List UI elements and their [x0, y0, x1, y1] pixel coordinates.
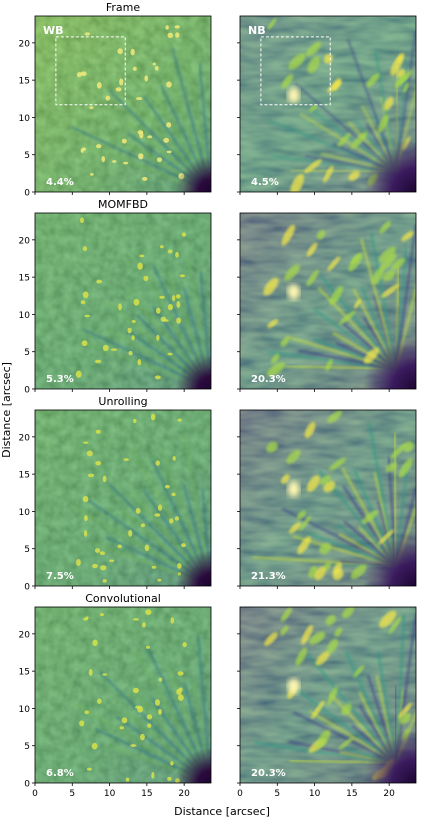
row-title: Unrolling [98, 395, 147, 408]
panel-frame [239, 606, 417, 784]
x-axis-label: Distance [arcsec] [174, 805, 270, 818]
solar-image [35, 16, 211, 192]
x-tick-label: 20 [178, 789, 190, 799]
row-title: Convolutional [85, 592, 161, 605]
contrast-label: 6.8% [46, 768, 74, 779]
solar-image [240, 213, 416, 389]
y-tick-label: 15 [19, 274, 30, 284]
y-tick-label: 0 [24, 583, 30, 593]
panel-wb-unrolling: 7.5% 0 5 10 15 20 [19, 409, 212, 593]
x-tick-label: 15 [346, 789, 357, 799]
solar-image [240, 16, 416, 192]
y-tick-label: 0 [24, 189, 30, 199]
y-tick-label: 20 [19, 39, 31, 49]
panel-nb-unrolling: 21.3% [237, 409, 417, 589]
y-tick-label: 0 [24, 780, 30, 790]
y-tick-label: 15 [19, 471, 30, 481]
x-tick-label: 10 [309, 789, 321, 799]
roi-box [55, 36, 126, 106]
contrast-label: 4.4% [46, 177, 74, 188]
panel-frame [34, 15, 212, 193]
y-tick-label: 0 [24, 386, 30, 396]
column-label: WB [43, 24, 64, 37]
y-tick-label: 15 [19, 668, 30, 678]
x-tick-label: 0 [32, 789, 38, 799]
column-label: NB [248, 24, 266, 37]
y-tick-label: 5 [24, 348, 30, 358]
contrast-label: 7.5% [46, 571, 74, 582]
panel-wb-frame: WB 4.4% 0 5 10 15 20 [19, 15, 212, 199]
y-tick-label: 10 [19, 705, 31, 715]
y-tick-label: 5 [24, 545, 30, 555]
row-title: MOMFBD [98, 198, 148, 211]
panel-nb-convolutional: 20.3% 0 5 10 15 20 [237, 606, 417, 799]
panel-frame [239, 15, 417, 193]
panel-wb-momfbd: 5.3% 0 5 10 15 20 [19, 212, 212, 396]
y-axis-label: Distance [arcsec] [0, 362, 13, 458]
contrast-label: 20.3% [251, 768, 286, 779]
y-tick-label: 5 [24, 742, 30, 752]
panel-wb-convolutional: 6.8% 0 5 10 15 20 0 5 10 15 20 [19, 606, 212, 799]
y-tick-label: 10 [19, 114, 31, 124]
panel-frame [34, 212, 212, 390]
y-tick-label: 10 [19, 508, 31, 518]
x-tick-label: 5 [274, 789, 280, 799]
solar-image [240, 410, 416, 586]
contrast-label: 5.3% [46, 374, 74, 385]
row-title: Frame [106, 1, 141, 14]
solar-image [35, 607, 211, 783]
panel-nb-momfbd: 20.3% [237, 212, 417, 392]
y-tick-label: 20 [19, 630, 31, 640]
x-tick-label: 15 [141, 789, 152, 799]
contrast-label: 4.5% [251, 177, 279, 188]
panel-frame [239, 212, 417, 390]
roi-box [260, 36, 331, 106]
contrast-label: 20.3% [251, 374, 286, 385]
y-tick-label: 10 [19, 311, 31, 321]
panel-frame [34, 606, 212, 784]
panel-frame [34, 409, 212, 587]
x-tick-label: 5 [69, 789, 75, 799]
y-tick-label: 5 [24, 151, 30, 161]
solar-image [35, 410, 211, 586]
x-tick-label: 10 [104, 789, 116, 799]
x-tick-label: 20 [383, 789, 395, 799]
panel-frame [239, 409, 417, 587]
y-tick-label: 15 [19, 77, 30, 87]
solar-image [35, 213, 211, 389]
y-tick-label: 20 [19, 433, 31, 443]
y-tick-label: 20 [19, 236, 31, 246]
solar-image [240, 607, 416, 783]
panel-grid: Frame WB 4.4% 0 5 10 15 20 NB 4.5% MOMFBD 5.3% 0 5 10 1… [19, 1, 417, 799]
panel-nb-frame: NB 4.5% [237, 15, 417, 195]
x-tick-label: 0 [237, 789, 243, 799]
contrast-label: 21.3% [251, 571, 286, 582]
